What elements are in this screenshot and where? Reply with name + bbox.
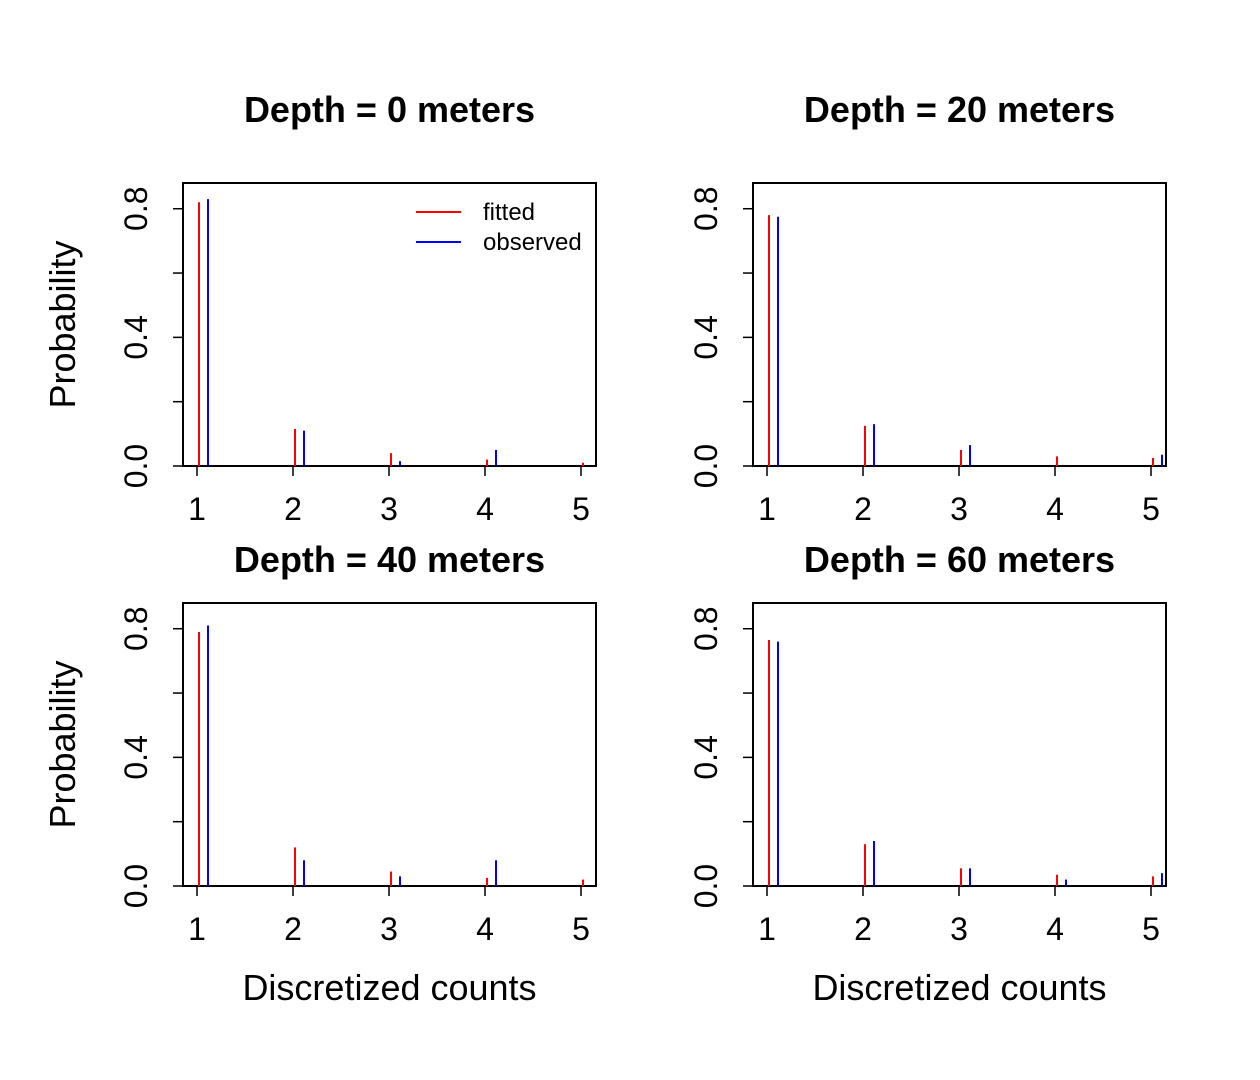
x-tick-label: 1 <box>758 491 776 527</box>
plot-frame <box>752 182 1167 467</box>
x-tick-label: 4 <box>1046 491 1064 527</box>
x-tick-label: 5 <box>1142 491 1160 527</box>
x-tick-label: 1 <box>188 491 206 527</box>
x-tick-label: 4 <box>1046 911 1064 947</box>
legend-label-observed: observed <box>483 229 582 256</box>
x-tick-label: 5 <box>572 911 590 947</box>
x-tick-label: 2 <box>284 911 302 947</box>
plot-frame <box>752 602 1167 887</box>
x-tick-label: 1 <box>188 911 206 947</box>
x-tick-label: 3 <box>950 491 968 527</box>
x-tick-label: 5 <box>1142 911 1160 947</box>
x-tick-label: 2 <box>284 491 302 527</box>
x-tick-label: 3 <box>380 911 398 947</box>
y-tick-label: 0.4 <box>118 315 154 359</box>
panel-title: Depth = 40 meters <box>234 539 545 580</box>
y-tick-label: 0.8 <box>118 606 154 650</box>
y-tick-label: 0.0 <box>688 864 724 908</box>
panel-2: Depth = 20 meters 1 2 3 4 5 0.0 0.4 0.8 <box>688 89 1167 527</box>
y-tick-label: 0.0 <box>118 864 154 908</box>
y-tick-label: 0.4 <box>688 735 724 779</box>
y-axis-label: Probability <box>42 660 83 828</box>
y-tick-label: 0.0 <box>118 444 154 488</box>
x-tick-label: 3 <box>950 911 968 947</box>
x-axis-label: Discretized counts <box>812 967 1106 1008</box>
x-axis-label: Discretized counts <box>242 967 536 1008</box>
y-tick-label: 0.4 <box>118 735 154 779</box>
x-tick-label: 3 <box>380 491 398 527</box>
x-tick-label: 5 <box>572 491 590 527</box>
panel-3: Depth = 40 meters 1 2 3 4 5 0.0 0.4 0.8 Probabili… <box>42 539 597 1008</box>
legend-label-fitted: fitted <box>483 199 535 226</box>
y-tick-label: 0.0 <box>688 444 724 488</box>
legend: fitted observed <box>416 199 582 256</box>
y-tick-label: 0.8 <box>688 606 724 650</box>
panel-4: Depth = 60 meters 1 2 3 4 5 0.0 0.4 0.8 Discretiz… <box>688 539 1167 1008</box>
plot-frame <box>182 602 597 887</box>
x-tick-label: 2 <box>854 911 872 947</box>
panel-title: Depth = 20 meters <box>804 89 1115 130</box>
y-tick-label: 0.8 <box>688 186 724 230</box>
panel-1: Depth = 0 meters 1 2 3 4 5 0.0 0.4 0.8 Probabilit… <box>42 89 597 527</box>
x-tick-label: 2 <box>854 491 872 527</box>
x-tick-label: 1 <box>758 911 776 947</box>
y-tick-label: 0.8 <box>118 186 154 230</box>
x-tick-label: 4 <box>476 491 494 527</box>
y-tick-label: 0.4 <box>688 315 724 359</box>
panel-title: Depth = 60 meters <box>804 539 1115 580</box>
x-tick-label: 4 <box>476 911 494 947</box>
y-axis-label: Probability <box>42 240 83 408</box>
panel-title: Depth = 0 meters <box>244 89 535 130</box>
